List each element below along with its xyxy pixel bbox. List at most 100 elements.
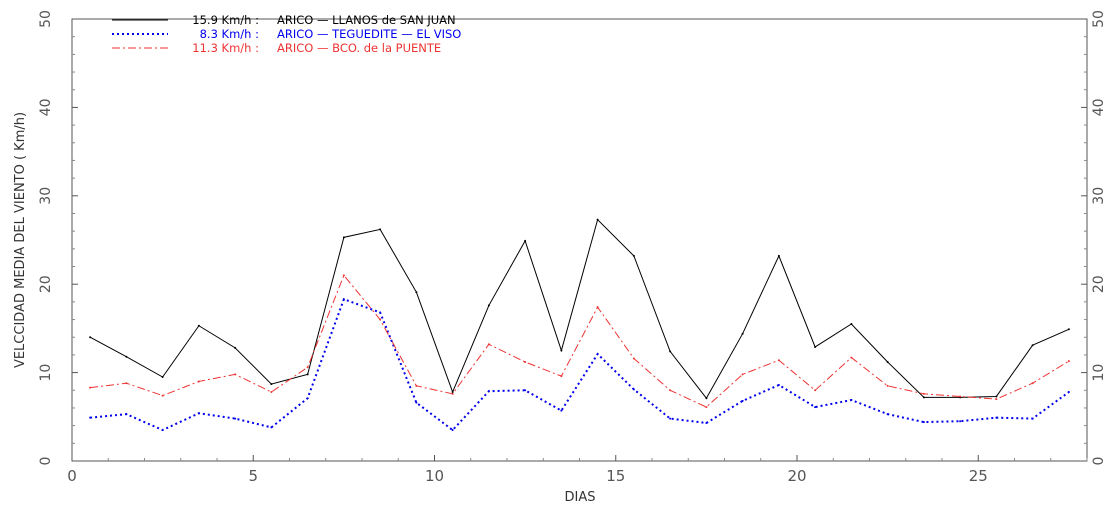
series-group [89,297,1070,432]
data-point [270,391,273,394]
data-point [814,389,817,392]
data-point [922,396,925,399]
legend: 15.9 Km/h : ARICO — LLANOS de SAN JUAN 8.3… [112,13,461,55]
data-point [89,416,92,419]
legend-value: 11.3 Km/h : [192,41,259,55]
data-point [560,375,563,378]
data-point [197,324,200,327]
y-tick-label-right: 10 [1091,364,1107,382]
data-point [1067,328,1070,331]
x-tick-label: 15 [606,467,625,485]
data-point [306,366,309,369]
data-point [1031,417,1034,420]
data-point [234,417,237,420]
series-line [90,274,1070,408]
y-axis-left: 0 10 20 30 40 50 [38,10,78,465]
data-point [777,254,780,257]
data-point [1067,391,1070,394]
data-point [632,254,635,257]
data-point [451,429,454,432]
data-point [1067,360,1070,363]
y-tick-label-right: 40 [1091,98,1107,116]
data-point [705,397,708,400]
data-point [1031,344,1034,347]
x-axis: 0 5 10 15 20 25 [67,455,1088,485]
series-layer [89,218,1070,432]
y-tick-label-right: 0 [1091,457,1107,466]
data-point [524,239,527,242]
data-point [777,383,780,386]
data-point [487,390,490,393]
data-point [270,383,273,386]
data-point [669,350,672,353]
data-point [161,376,164,379]
data-point [125,382,128,385]
data-point [850,322,853,325]
data-point [596,218,599,221]
data-point [89,386,92,389]
data-point [415,291,418,294]
data-point [850,356,853,359]
series-line [89,218,1070,400]
y-tick-label-right: 20 [1091,275,1107,293]
data-point [306,373,309,376]
y-axis-right: 0 10 20 30 40 50 [1081,10,1107,465]
data-point [669,389,672,392]
data-point [886,384,889,387]
data-point [306,397,309,400]
data-point [342,298,345,301]
data-point [777,359,780,362]
x-tick-label: 25 [969,467,988,485]
data-point [234,373,237,376]
data-point [596,353,599,356]
data-point [705,406,708,409]
data-point [560,349,563,352]
data-point [741,399,744,402]
y-tick-label-left: 40 [38,98,54,116]
legend-label: ARICO — BCO. de la PUENTE [277,41,441,55]
y-tick-label-right: 50 [1091,10,1107,28]
y-tick-label-left: 10 [38,364,54,382]
data-point [197,412,200,415]
legend-value: 8.3 Km/h : [200,27,259,41]
data-point [886,413,889,416]
data-point [632,388,635,391]
data-point [886,360,889,363]
data-point [161,394,164,397]
y-tick-label-left: 0 [38,457,54,466]
y-axis-label: VELCCIDAD MEDIA DEL VIENTO ( Km/h) [13,112,28,368]
y-tick-label-right: 30 [1091,187,1107,205]
data-point [995,398,998,401]
data-point [270,426,273,429]
data-point [1031,382,1034,385]
data-point [415,401,418,404]
x-tick-label: 20 [787,467,806,485]
data-point [342,236,345,239]
data-point [741,373,744,376]
data-point [524,360,527,363]
data-point [487,343,490,346]
data-point [197,380,200,383]
data-point [814,345,817,348]
data-point [487,304,490,307]
data-point [922,392,925,395]
data-point [451,392,454,395]
data-point [125,413,128,416]
data-point [596,306,599,309]
data-point [161,429,164,432]
data-point [850,399,853,402]
series-group [89,274,1070,409]
data-point [959,420,962,423]
data-point [379,311,382,314]
series-line [90,297,1070,432]
data-point [234,346,237,349]
data-point [524,389,527,392]
data-point [705,421,708,424]
data-point [379,318,382,321]
data-point [125,355,128,358]
data-point [814,406,817,409]
legend-label: ARICO — LLANOS de SAN JUAN [277,13,456,27]
data-point [415,384,418,387]
data-point [451,391,454,394]
